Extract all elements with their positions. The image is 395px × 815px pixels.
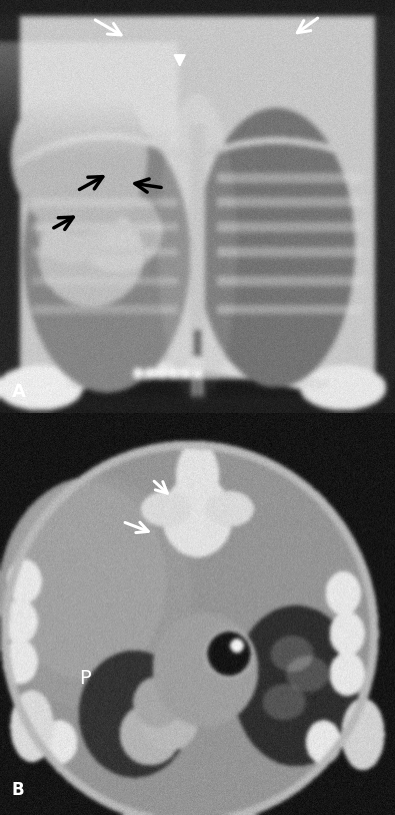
Text: P: P bbox=[79, 669, 91, 688]
Text: A: A bbox=[12, 382, 26, 401]
Text: B: B bbox=[12, 781, 24, 799]
